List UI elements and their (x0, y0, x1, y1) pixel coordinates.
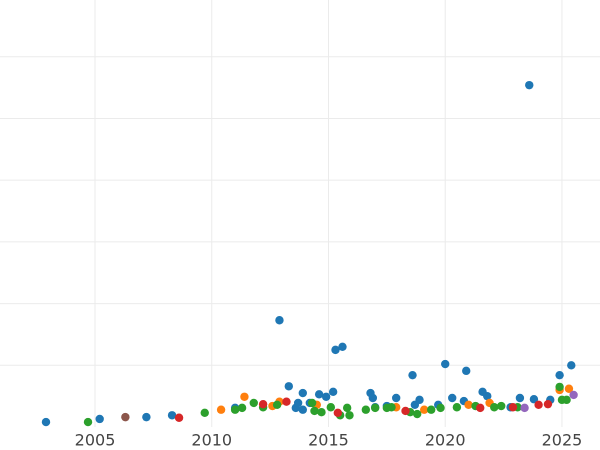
point (310, 406, 319, 416)
point (342, 403, 352, 413)
point (412, 409, 422, 419)
point (333, 408, 343, 418)
point (427, 405, 436, 414)
point (436, 403, 445, 413)
point (368, 393, 378, 403)
point (338, 342, 347, 351)
point (441, 359, 450, 369)
point (121, 412, 130, 422)
point (555, 370, 564, 380)
x-tick-label: 2005 (75, 431, 116, 450)
point (314, 390, 324, 399)
point (95, 414, 104, 424)
point (391, 393, 401, 403)
point (331, 345, 340, 355)
point (275, 316, 284, 325)
point (387, 403, 396, 412)
point (167, 411, 177, 420)
point (328, 387, 338, 397)
point (497, 401, 506, 411)
point (462, 366, 471, 376)
point (216, 405, 226, 414)
point (282, 397, 291, 406)
x-tick-label: 2010 (191, 431, 232, 450)
point (370, 403, 380, 413)
point (230, 405, 240, 414)
point (298, 388, 308, 398)
point (317, 407, 326, 417)
point (567, 361, 576, 370)
point (520, 403, 529, 413)
point (41, 417, 51, 427)
point (321, 392, 331, 401)
point (345, 411, 354, 420)
point (415, 395, 424, 405)
point (237, 403, 247, 413)
point (408, 370, 417, 380)
point (293, 398, 303, 408)
point (240, 392, 249, 401)
point (448, 393, 457, 403)
point (483, 391, 492, 401)
point (258, 399, 268, 409)
point (361, 405, 371, 414)
point (401, 406, 410, 416)
point (420, 405, 429, 414)
point (200, 408, 209, 418)
point (569, 390, 578, 400)
point (298, 405, 308, 414)
point (284, 382, 293, 391)
x-tick-label: 2015 (308, 431, 349, 450)
point (562, 395, 571, 405)
point (174, 413, 184, 422)
point (515, 393, 525, 403)
point (452, 403, 462, 412)
point (272, 400, 282, 409)
point (83, 417, 93, 427)
point (555, 382, 564, 392)
point (142, 412, 151, 422)
point (543, 399, 553, 409)
x-tick-label: 2020 (425, 431, 466, 450)
point (464, 400, 473, 409)
point (534, 400, 543, 409)
point (307, 398, 317, 408)
point (564, 384, 574, 393)
point (476, 403, 485, 413)
point (525, 80, 534, 90)
point (249, 398, 258, 408)
point (490, 403, 499, 412)
point (326, 403, 336, 412)
point (508, 403, 518, 412)
x-tick-label: 2025 (542, 431, 583, 450)
point (529, 395, 539, 404)
